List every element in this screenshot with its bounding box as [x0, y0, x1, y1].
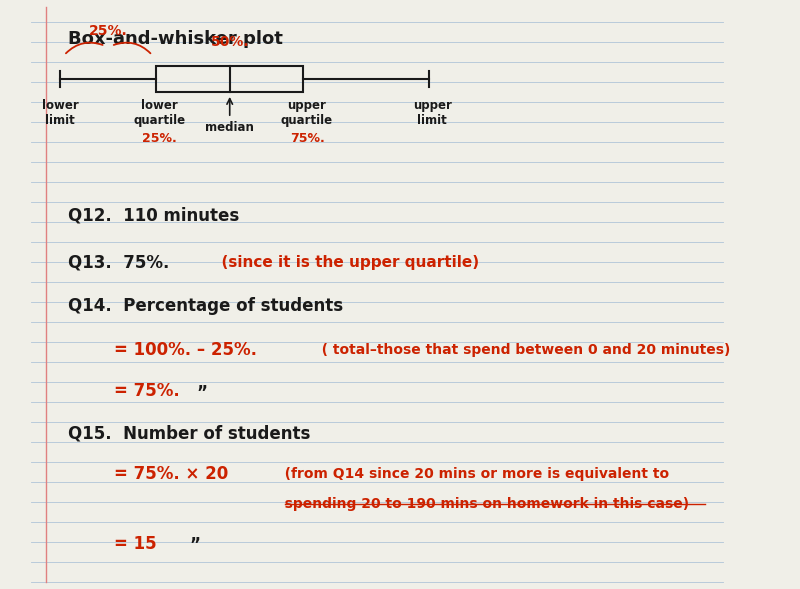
- Text: ( total–those that spend between 0 and 20 minutes): ( total–those that spend between 0 and 2…: [307, 343, 730, 357]
- Bar: [156, 66, 303, 92]
- Text: spending 20 to 190 mins on homework in this case): spending 20 to 190 mins on homework in t…: [270, 497, 690, 511]
- Text: Q15.  Number of students: Q15. Number of students: [68, 425, 310, 442]
- Text: = 15: = 15: [68, 535, 156, 552]
- Text: 75%.: 75%.: [290, 131, 325, 144]
- Text: (since it is the upper quartile): (since it is the upper quartile): [211, 255, 479, 270]
- Text: ”: ”: [190, 537, 200, 554]
- Text: Box-and-whisker plot: Box-and-whisker plot: [68, 31, 282, 48]
- Text: = 100%. – 25%.: = 100%. – 25%.: [68, 341, 257, 359]
- Text: = 75%.: = 75%.: [68, 382, 179, 401]
- Text: (from Q14 since 20 mins or more is equivalent to: (from Q14 since 20 mins or more is equiv…: [270, 468, 670, 481]
- Text: 25%.: 25%.: [142, 131, 177, 144]
- Text: lower
limit: lower limit: [42, 100, 78, 127]
- Text: Q14.  Percentage of students: Q14. Percentage of students: [68, 297, 343, 315]
- Text: = 75%. × 20: = 75%. × 20: [68, 465, 228, 484]
- Text: 50%.: 50%.: [210, 35, 249, 49]
- Text: 25%.: 25%.: [89, 24, 127, 38]
- Text: ”: ”: [197, 384, 207, 402]
- Text: upper
quartile: upper quartile: [281, 100, 333, 127]
- Text: lower
quartile: lower quartile: [134, 100, 186, 127]
- Text: upper
limit: upper limit: [413, 100, 452, 127]
- Text: Q13.  75%.: Q13. 75%.: [68, 253, 169, 272]
- Text: Q12.  110 minutes: Q12. 110 minutes: [68, 206, 239, 224]
- Text: median: median: [206, 121, 254, 134]
